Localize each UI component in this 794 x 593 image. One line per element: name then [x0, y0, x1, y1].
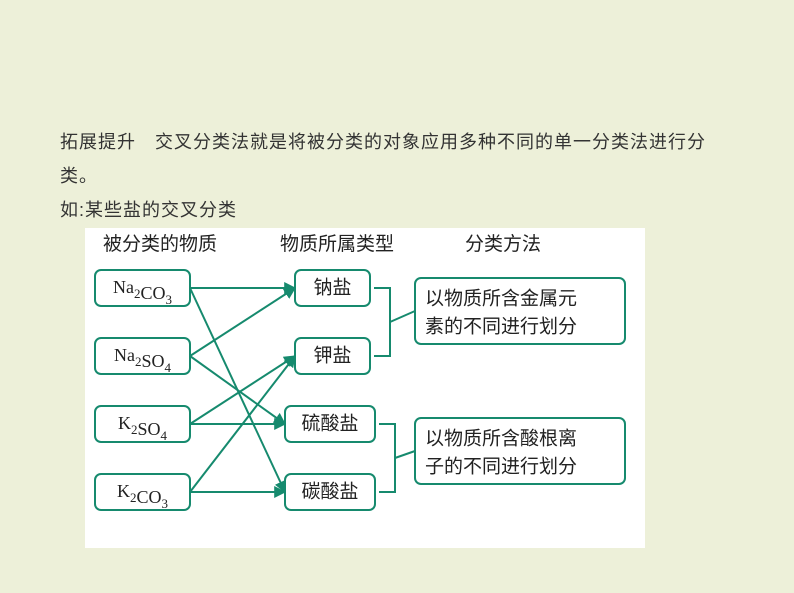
node-label: 钠盐 [313, 276, 351, 298]
bracket [374, 288, 390, 356]
method-text: 子的不同进行划分 [425, 455, 577, 477]
diagram-header: 被分类的物质 [103, 233, 217, 255]
method-text: 以物质所含酸根离 [425, 427, 577, 449]
method-text: 素的不同进行划分 [425, 315, 577, 337]
diagram-header: 分类方法 [465, 233, 541, 255]
bracket-connector [395, 451, 415, 458]
diagram-svg: 被分类的物质物质所属类型分类方法Na2CO3Na2SO4K2SO4K2CO3钠盐… [85, 228, 645, 548]
node-label: 碳酸盐 [301, 480, 358, 502]
diagram-header: 物质所属类型 [280, 233, 394, 255]
bracket-connector [390, 311, 415, 322]
classification-diagram: 被分类的物质物质所属类型分类方法Na2CO3Na2SO4K2SO4K2CO3钠盐… [85, 228, 645, 548]
page: 拓展提升 交叉分类法就是将被分类的对象应用多种不同的单一分类法进行分类。 如:某… [0, 0, 794, 593]
bracket [379, 424, 395, 492]
node-label: 钾盐 [313, 344, 351, 366]
intro-text: 拓展提升 交叉分类法就是将被分类的对象应用多种不同的单一分类法进行分类。 如:某… [60, 125, 735, 228]
node-label: 硫酸盐 [301, 412, 358, 434]
intro-line2: 如:某些盐的交叉分类 [60, 193, 735, 227]
intro-label: 拓展提升 [60, 132, 136, 152]
method-text: 以物质所含金属元 [425, 287, 577, 309]
intro-body: 交叉分类法就是将被分类的对象应用多种不同的单一分类法进行分类。 [60, 132, 706, 186]
